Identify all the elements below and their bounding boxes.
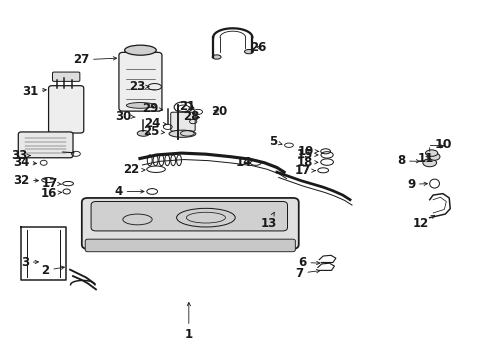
FancyBboxPatch shape (52, 72, 80, 81)
Text: 3: 3 (21, 256, 38, 269)
FancyBboxPatch shape (85, 239, 295, 252)
Text: 22: 22 (123, 163, 145, 176)
Text: 2: 2 (42, 264, 64, 277)
Text: 4: 4 (115, 185, 144, 198)
FancyBboxPatch shape (171, 112, 195, 131)
Text: 27: 27 (73, 53, 117, 66)
Text: 18: 18 (296, 156, 318, 168)
Ellipse shape (169, 130, 196, 137)
FancyBboxPatch shape (18, 132, 73, 158)
Polygon shape (86, 232, 299, 244)
Text: 26: 26 (250, 41, 267, 54)
Text: 29: 29 (142, 102, 163, 115)
Text: 6: 6 (298, 256, 320, 269)
Text: 9: 9 (407, 178, 427, 191)
FancyBboxPatch shape (49, 86, 84, 133)
FancyBboxPatch shape (82, 198, 299, 249)
Text: 11: 11 (417, 152, 434, 165)
Ellipse shape (429, 153, 440, 160)
Text: 5: 5 (269, 135, 282, 148)
Ellipse shape (124, 45, 156, 55)
Text: 1: 1 (185, 302, 193, 341)
Text: 23: 23 (129, 80, 149, 93)
Ellipse shape (423, 159, 437, 167)
Ellipse shape (212, 55, 221, 59)
Text: 34: 34 (13, 156, 36, 169)
Text: 14: 14 (236, 156, 252, 169)
Text: 17: 17 (42, 177, 62, 190)
Text: 10: 10 (434, 138, 452, 150)
Ellipse shape (126, 103, 154, 108)
Text: 19: 19 (298, 145, 319, 158)
FancyBboxPatch shape (91, 202, 288, 231)
Ellipse shape (245, 49, 253, 54)
Text: 20: 20 (212, 105, 228, 118)
Text: 24: 24 (144, 117, 167, 130)
Text: 33: 33 (11, 149, 30, 162)
Text: 32: 32 (13, 174, 38, 186)
Text: 16: 16 (40, 187, 61, 200)
Text: 25: 25 (143, 125, 165, 138)
Text: 28: 28 (183, 111, 200, 123)
Text: 17: 17 (294, 164, 315, 177)
Text: 8: 8 (397, 154, 419, 167)
Text: 7: 7 (295, 267, 320, 280)
Text: 12: 12 (413, 215, 435, 230)
Polygon shape (86, 205, 284, 232)
Text: 30: 30 (115, 110, 135, 123)
Ellipse shape (425, 150, 438, 156)
Text: 13: 13 (260, 212, 276, 230)
Text: 21: 21 (179, 100, 196, 113)
Text: 15: 15 (296, 148, 318, 161)
FancyBboxPatch shape (119, 52, 162, 111)
Ellipse shape (137, 131, 149, 136)
Text: 31: 31 (22, 85, 46, 98)
